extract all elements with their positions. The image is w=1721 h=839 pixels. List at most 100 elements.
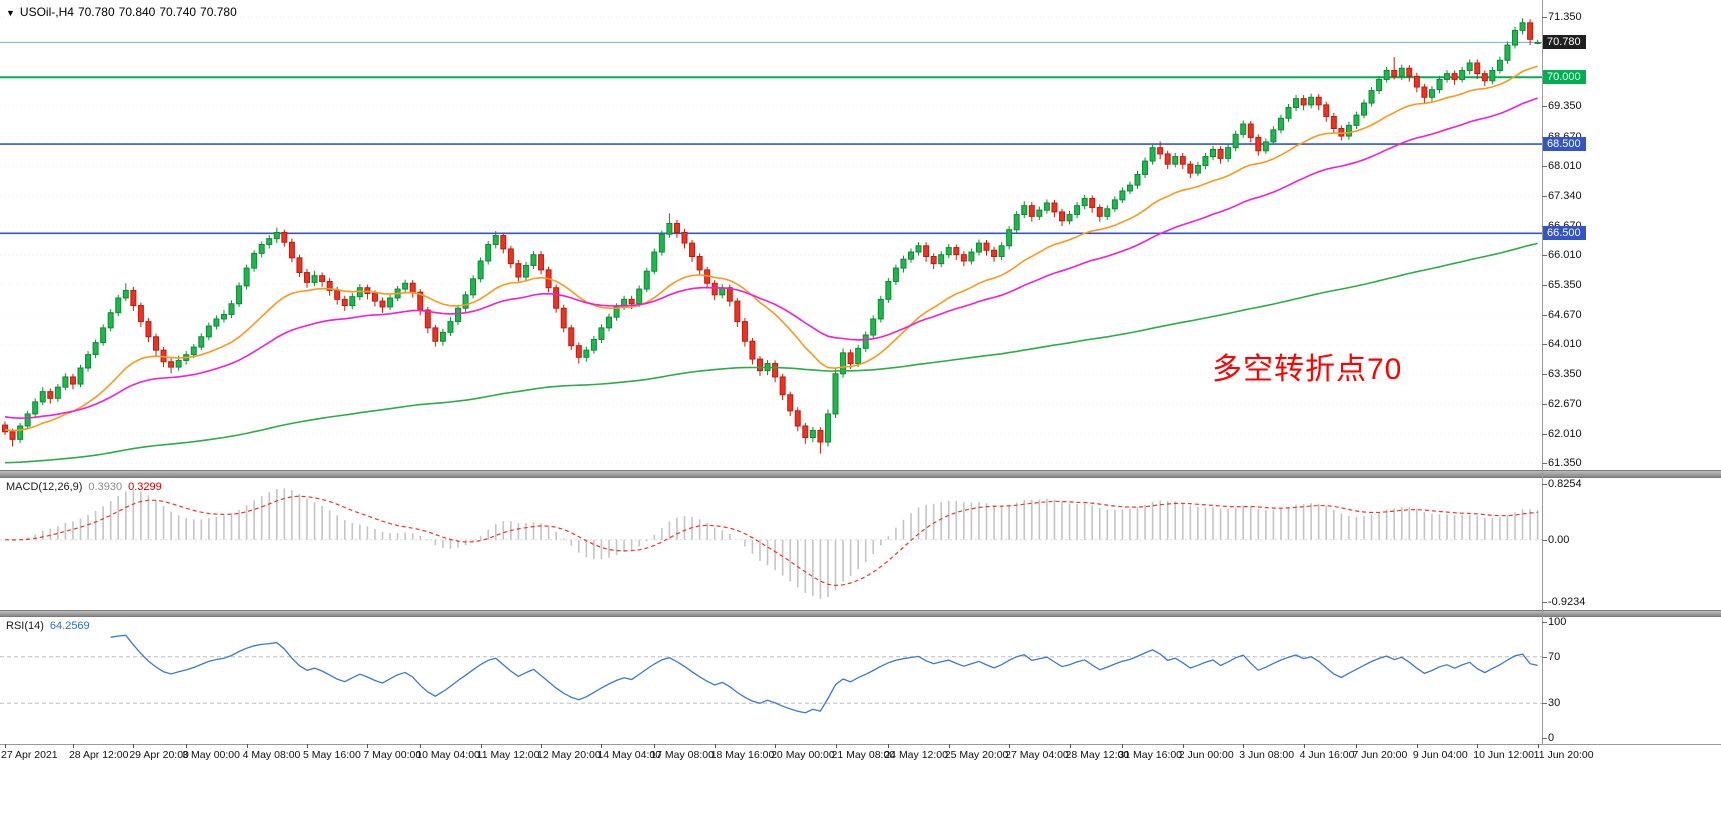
scale-label: 64.010 — [1548, 338, 1582, 351]
scale-tick — [1542, 463, 1547, 464]
scale-label: 64.670 — [1548, 308, 1582, 321]
scale-tick — [1542, 433, 1547, 435]
time-label: 27 May 04:00 — [1005, 749, 1069, 761]
time-tick — [1182, 744, 1184, 748]
macd-chart-canvas[interactable] — [0, 478, 1542, 610]
ohlc-low: 70.740 — [159, 5, 197, 19]
price-chart-canvas[interactable] — [0, 0, 1542, 470]
scale-tick — [1542, 738, 1547, 739]
scale-tick — [1542, 373, 1547, 375]
time-tick — [1122, 744, 1124, 748]
time-tick — [835, 744, 837, 748]
scale-tick — [1542, 404, 1547, 406]
macd-name: MACD(12,26,9) — [6, 481, 83, 493]
rsi-value: 64.2569 — [49, 620, 90, 632]
time-tick — [888, 744, 890, 748]
scale-label: 0.8254 — [1548, 478, 1582, 490]
scale-tick — [1542, 314, 1547, 316]
macd-signal-line — [4, 495, 1538, 587]
time-label: 18 May 16:00 — [710, 749, 775, 761]
time-label: 27 Apr 2021 — [1, 749, 58, 761]
price-level-box: 70.780 — [1543, 35, 1586, 50]
candles-layer — [2, 18, 1541, 454]
time-label: 28 May 12:00 — [1065, 749, 1130, 761]
time-label: 5 May 16:00 — [303, 749, 361, 761]
scale-label: 0 — [1548, 732, 1555, 744]
time-label: 10 Jun 12:00 — [1473, 749, 1534, 761]
time-tick — [541, 744, 543, 748]
time-label: 17 May 08:00 — [650, 749, 714, 761]
time-label: 2 Jun 00:00 — [1178, 749, 1234, 761]
scale-label: 71.350 — [1548, 11, 1582, 23]
time-tick — [186, 744, 188, 748]
pane-separator[interactable] — [0, 470, 1721, 478]
time-label: 28 Apr 12:00 — [68, 749, 129, 761]
pane-separator[interactable] — [0, 610, 1721, 617]
time-tick — [714, 744, 716, 748]
scale-tick — [1542, 165, 1547, 167]
time-label: 7 Jun 20:00 — [1352, 749, 1408, 761]
macd-label: MACD(12,26,9) 0.3930 0.3299 — [6, 481, 162, 493]
macd-signal-value: 0.3299 — [128, 481, 162, 493]
time-label: 10 May 04:00 — [416, 749, 480, 761]
ohlc-close: 70.780 — [200, 5, 237, 19]
scale-label: 61.350 — [1548, 457, 1582, 469]
time-label: 25 May 20:00 — [944, 749, 1009, 761]
scale-label: 63.350 — [1548, 367, 1582, 380]
scale-label: 69.350 — [1548, 100, 1582, 113]
scale-tick — [1542, 622, 1547, 623]
macd-histogram — [11, 488, 1539, 599]
scale-tick — [1542, 255, 1547, 257]
time-label: 9 Jun 04:00 — [1412, 749, 1468, 761]
symbol-name: USOil-,H4 — [19, 5, 74, 19]
scale-label: 67.340 — [1548, 189, 1582, 202]
time-tick — [5, 744, 6, 748]
time-label: 21 May 08:00 — [831, 749, 896, 761]
time-tick — [367, 744, 369, 748]
scale-tick — [1542, 344, 1547, 346]
time-tick — [480, 744, 482, 748]
scale-tick — [1542, 225, 1547, 227]
moving-averages-layer — [4, 65, 1538, 464]
scale-label: -0.9234 — [1548, 596, 1586, 608]
scale-tick — [1542, 136, 1547, 138]
scale-tick — [1542, 17, 1547, 18]
time-tick — [1069, 744, 1071, 748]
price-level-box: 70.000 — [1543, 70, 1586, 85]
scale-label: 62.010 — [1548, 427, 1582, 440]
time-tick — [307, 744, 308, 748]
time-label: 3 Jun 08:00 — [1239, 749, 1295, 761]
ohlc-high: 70.840 — [118, 5, 156, 19]
scale-label: 62.670 — [1548, 398, 1582, 411]
time-label: 11 Jun 20:00 — [1533, 749, 1594, 761]
time-label: 4 May 08:00 — [242, 749, 301, 761]
price-scale-border — [1542, 0, 1543, 744]
scale-label: 70 — [1548, 650, 1561, 663]
rsi-line — [110, 634, 1538, 714]
scale-label: 68.010 — [1548, 159, 1582, 172]
rsi-label: RSI(14) 64.2569 — [6, 620, 90, 632]
scale-tick — [1542, 284, 1547, 286]
scale-tick — [1542, 539, 1547, 541]
scale-label: 100 — [1548, 616, 1567, 628]
time-tick — [775, 744, 777, 748]
scale-label: 66.010 — [1548, 249, 1582, 262]
rsi-chart-canvas[interactable] — [0, 617, 1542, 744]
scale-label: 30 — [1548, 697, 1561, 710]
time-tick — [948, 744, 950, 748]
time-tick — [72, 744, 74, 748]
time-tick — [1356, 744, 1358, 748]
time-label: 3 May 00:00 — [182, 749, 240, 761]
horizontal-lines — [0, 41, 1542, 235]
time-label: 31 May 16:00 — [1118, 749, 1183, 761]
time-label: 12 May 20:00 — [537, 749, 601, 761]
scale-label: 0.00 — [1548, 533, 1570, 546]
price-gridlines — [0, 16, 1542, 464]
scale-tick — [1542, 703, 1547, 705]
ohlc-open: 70.780 — [77, 5, 115, 19]
time-tick — [246, 744, 248, 748]
time-label: 7 May 00:00 — [363, 749, 422, 761]
chevron-down-icon[interactable]: ▼ — [6, 8, 15, 18]
time-tick — [1537, 744, 1539, 748]
